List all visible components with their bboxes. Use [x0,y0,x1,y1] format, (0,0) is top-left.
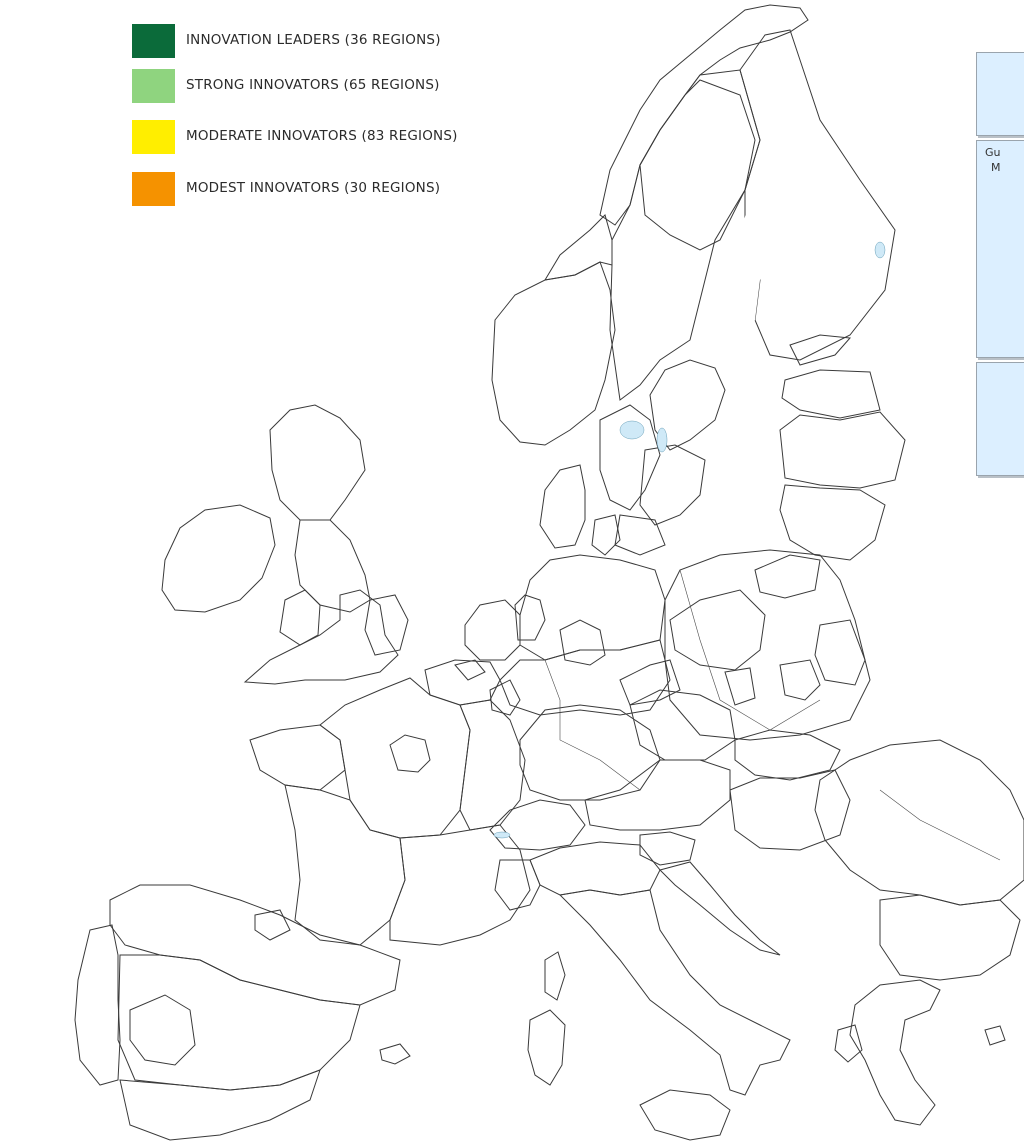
region-denmark [539,464,586,549]
region-italy-peninsula [558,889,791,1096]
inset-label: Gu M [985,145,1001,175]
lake-vanern [619,420,645,440]
region-france-south-east [389,824,531,946]
region-belgium-brussels [454,659,486,681]
region-germany-hamburg [514,594,546,641]
region-spain-extremadura [129,994,196,1066]
region-hungary [729,769,851,851]
region-germany-south [519,704,661,801]
region-france-brittany [249,724,346,791]
region-spain-central [117,954,361,1091]
inset-map-bottom [976,362,1024,476]
region-spain-north [109,884,401,1006]
region-lithuania [779,484,886,561]
region-germany-west [489,679,521,716]
region-corsica [544,951,566,1001]
lake-ladoga-edge [874,241,886,259]
legend-item-moderate: MODERATE INNOVATORS (83 REGIONS) [132,120,492,154]
region-germany-berlin [619,659,681,706]
region-norway-north [599,4,809,226]
region-poland-south-east [779,659,821,701]
region-poland-east [814,619,866,686]
region-poland-north [754,554,821,599]
region-czechia [629,689,736,761]
region-france-ile-de-france [389,734,431,773]
region-croatia [659,861,781,956]
region-uk-wales [279,589,321,646]
region-belgium [424,659,501,706]
region-sweden-skane [614,514,666,556]
region-portugal [74,924,121,1086]
region-france-south-west [284,784,406,946]
region-germany-lower-saxony [559,619,606,666]
region-romania [814,739,1024,906]
region-greece-west [834,1024,863,1063]
region-spain-basque [254,909,291,941]
legend-label-leaders: INNOVATION LEADERS (36 REGIONS) [186,32,441,48]
legend-swatch-strong [132,69,175,103]
region-uk-north-england [294,519,371,613]
border-lines [544,659,641,791]
legend-item-strong: STRONG INNOVATORS (65 REGIONS) [132,69,492,103]
region-uk-south [243,589,399,685]
lake-geneva [493,831,511,839]
region-sicily [639,1089,731,1141]
region-france-east [459,699,526,831]
region-denmark-zealand [591,514,621,556]
inset-label-line2: M [991,161,1001,174]
region-latvia [779,411,906,489]
region-sweden-norrbotten [639,79,756,251]
inset-map-middle: Gu M [976,140,1024,358]
region-finland-helsinki [789,334,852,366]
inset-map-top [976,52,1024,136]
legend-label-modest: MODEST INNOVATORS (30 REGIONS) [186,180,441,196]
region-aegean-islands [984,1025,1006,1046]
region-france-north [319,677,471,839]
region-estonia [781,369,881,419]
region-sweden-south [639,444,706,526]
legend-label-moderate: MODERATE INNOVATORS (83 REGIONS) [186,128,458,144]
gulf-of-bothnia [700,180,775,360]
region-balearic-islands [379,1043,411,1065]
lake-vattern [656,427,668,453]
legend-swatch-moderate [132,120,175,154]
region-netherlands [464,599,521,661]
region-ireland [161,504,276,613]
region-slovenia [639,831,696,866]
legend-item-leaders: INNOVATION LEADERS (36 REGIONS) [132,24,492,58]
legend-label-strong: STRONG INNOVATORS (65 REGIONS) [186,77,440,93]
region-greece [849,979,941,1126]
region-poland-west [724,667,756,706]
legend-swatch-modest [132,172,175,206]
region-norway-south [491,261,616,446]
region-italy-north-west [494,859,541,911]
region-spain-south [119,1069,321,1141]
border-lines-2 [679,569,821,731]
legend-item-modest: MODEST INNOVATORS (30 REGIONS) [132,172,492,206]
region-germany-central [499,639,671,716]
border-lines-3 [879,789,1001,861]
inset-label-line1: Gu [985,146,1001,159]
region-poland-central [669,589,766,671]
region-uk-scotland [269,404,366,521]
region-uk-east [364,594,409,656]
region-sweden-south-west [599,404,661,511]
region-austria [584,759,731,831]
region-bulgaria [879,894,1021,981]
region-sardinia [527,1009,566,1086]
region-slovakia [734,729,841,781]
region-poland [664,549,871,741]
region-switzerland [489,799,586,851]
region-norway-central [544,214,613,281]
legend-swatch-leaders [132,24,175,58]
